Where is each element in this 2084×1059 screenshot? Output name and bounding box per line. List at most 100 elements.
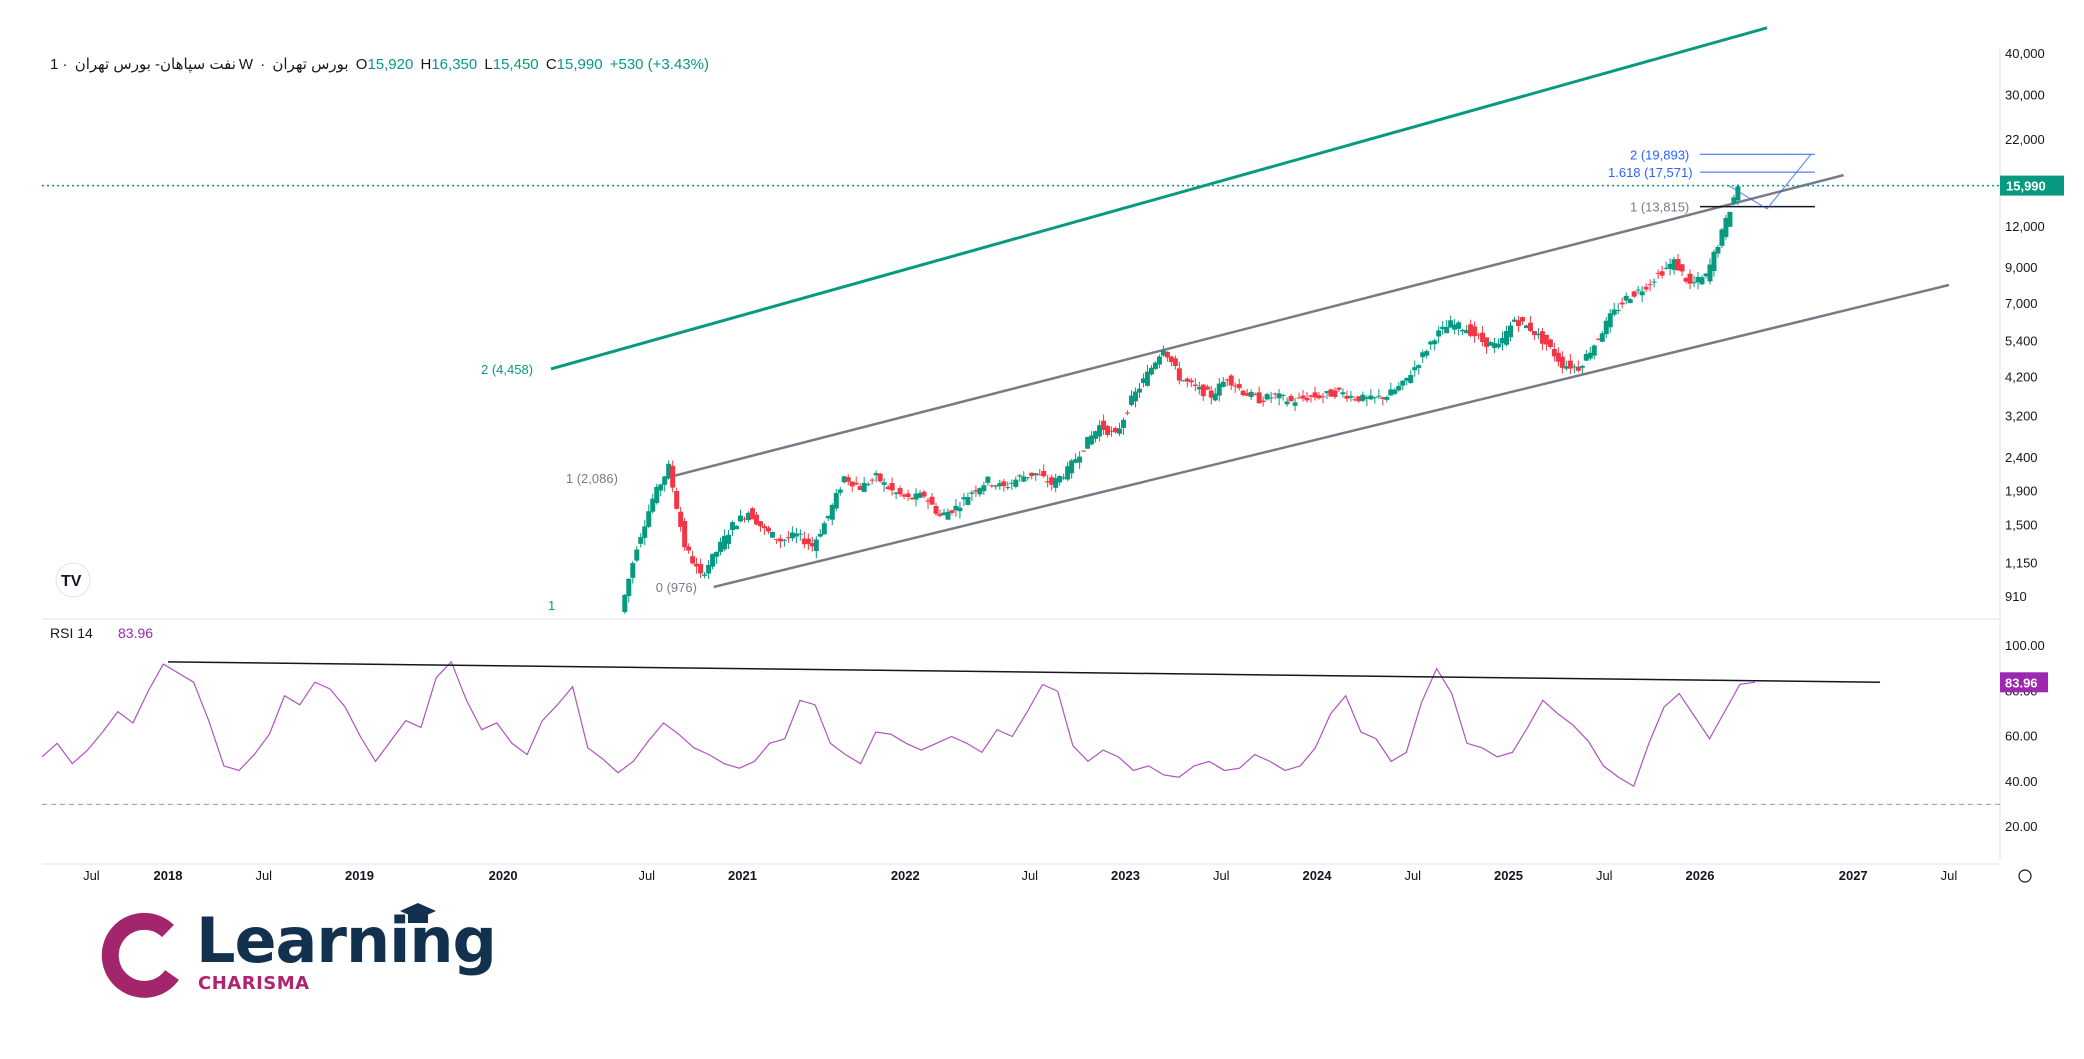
candle-body [1699,277,1705,285]
candle-body [813,539,819,552]
candle-body [1452,324,1458,330]
candle-body [925,500,931,502]
price-tick-label: 22,000 [2005,132,2045,147]
candle-body [1220,381,1226,387]
candle-body [646,511,652,527]
candle-body [1280,394,1286,396]
candle-body [1436,330,1442,337]
candle-body [1288,396,1294,402]
candle-body [977,488,983,495]
candle-body [1412,367,1418,371]
candle-body [1619,302,1625,305]
fib-label-upper: 2 (4,458) [481,362,533,377]
candle-body [678,511,684,527]
candle-body [738,515,744,522]
candle-body [1404,377,1410,381]
candle-body [626,578,632,597]
time-axis-label: 2021 [728,868,757,883]
candle-body [1519,317,1525,322]
candle-body [1591,345,1597,356]
candle-body [1117,428,1123,434]
candle-body [881,482,887,485]
candle-body [1232,385,1238,387]
symbol-header: نفت سپاهان- بورس تهران · 1W · بورس تهران… [50,55,712,73]
candle-body [1336,387,1342,390]
candle-body [1615,309,1621,311]
candle-body [1240,390,1246,396]
candle-body [1196,386,1202,390]
candle-body [1332,390,1338,397]
candle-body [1021,476,1027,482]
candle-body [1432,340,1438,345]
candle-body [1603,320,1609,335]
candle-body [809,543,815,547]
time-axis-label: Jul [638,868,655,883]
candle-body [1009,482,1015,484]
price-tick-label: 12,000 [2005,219,2045,234]
time-axis-label: 2023 [1111,868,1140,883]
candle-body [1033,473,1039,476]
candle-body [1192,384,1198,386]
candle-body [1380,397,1386,400]
candle-body [1224,379,1230,381]
close-value: 15,990 [556,56,603,73]
candle-body [1252,393,1258,395]
candle-body [857,486,863,491]
candle-body [1296,397,1302,399]
candle-body [1460,329,1466,332]
interval-label[interactable]: 1W [50,56,254,73]
candle-body [1204,386,1210,390]
tradingview-logo-text: TV [61,573,82,590]
candle-body [1236,384,1242,389]
candle-body [981,485,987,492]
candle-body [1097,425,1103,437]
candle-body [1105,425,1111,435]
candle-body [1292,402,1298,406]
fib-label-2: 2 (19,893) [1630,147,1689,162]
candle-body [917,493,923,498]
candle-body [1480,332,1486,343]
candle-body [1077,456,1083,463]
candle-body [1687,273,1693,284]
candle-body [1328,389,1334,397]
candle-body [722,535,728,550]
logo-subtitle: CHARISMA [198,973,310,994]
chart-svg[interactable]: 40,000 30,000 22,000 12,000 9,000 7,000 5,400 4… [0,0,2084,900]
candle-body [1264,394,1270,400]
candle-body [1456,322,1462,329]
candle-body [945,511,951,520]
candle-body [1144,371,1150,386]
time-axis-label: Jul [1941,868,1958,883]
candle-body [1607,313,1613,328]
rsi-trendline [167,661,1881,683]
candle-body [734,525,740,530]
low-label: L [484,56,493,73]
candle-body [1164,351,1170,358]
candle-body [1069,460,1075,474]
candle-body [1200,384,1206,397]
candle-body [1136,388,1142,393]
candle-body [1567,360,1573,369]
candle-body [1348,395,1354,398]
candle-body [901,494,907,497]
candle-body [1719,229,1725,246]
candle-body [1623,295,1629,301]
candle-body [1663,267,1669,269]
candle-body [1531,331,1537,336]
time-axis-label: Jul [83,868,100,883]
candle-body [1180,380,1186,382]
candle-body [973,490,979,492]
symbol-name[interactable]: نفت سپاهان- بورس تهران [74,56,236,73]
candle-body [765,527,771,532]
candle-body [1272,393,1278,395]
rsi-value-tag-label: 83.96 [2005,675,2038,690]
candle-body [1639,291,1645,296]
candle-body [853,482,859,485]
candle-body [837,489,843,493]
candle-body [1312,392,1318,398]
candle-body [638,537,644,544]
candle-body [1053,478,1059,488]
tradingview-logo-icon [55,562,91,598]
candle-body [969,492,975,494]
